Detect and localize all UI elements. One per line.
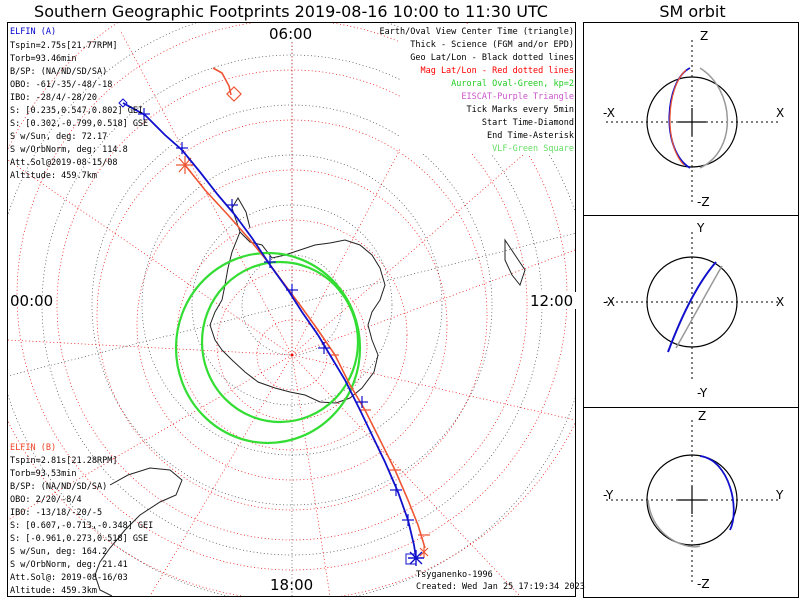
elfin-b-line: S: [-0.961,0.273,0.518] GSE bbox=[10, 534, 148, 544]
hour-label-top: 06:00 bbox=[269, 25, 312, 43]
sm-panel-yz: Z -Z -Y Y bbox=[603, 409, 784, 591]
elfin-b-line: Tspin=2.81s[21.28RPM] bbox=[10, 456, 117, 466]
sm2-right-label: X bbox=[776, 295, 784, 309]
elfin-a-line: S: [0.235,0.547,0.802] GEI bbox=[10, 106, 143, 116]
sm1-bottom-label: -Z bbox=[697, 195, 710, 209]
elfin-a-line: Altitude: 459.7km bbox=[10, 171, 97, 181]
hour-label-bottom: 18:00 bbox=[270, 576, 313, 594]
legend-item: Tick Marks every 5min bbox=[467, 105, 574, 115]
elfin-b-start-diamond bbox=[226, 86, 242, 102]
legend-item: Geo Lat/Lon - Black dotted lines bbox=[410, 53, 574, 63]
elfin-a-line: Tspin=2.75s[21.77RPM] bbox=[10, 41, 117, 51]
elfin-a-info: ELFIN (A) Tspin=2.75s[21.77RPM] Torb=93.… bbox=[10, 27, 148, 181]
legend-item: VLF-Green Square bbox=[492, 144, 574, 154]
elfin-b-line: Torb=93.53min bbox=[10, 469, 77, 479]
elfin-a-line: IBO: -28/4/-28/20 bbox=[10, 93, 97, 103]
legend-item: Start Time-Diamond bbox=[482, 118, 574, 128]
elfin-b-line: IBO: -13/18/-20/-5 bbox=[10, 508, 102, 518]
auroral-oval-inner bbox=[200, 260, 360, 424]
elfin-a-line: S w/OrbNorm, deg: 114.8 bbox=[10, 145, 128, 155]
elfin-b-line: OBO: 2/20/-8/4 bbox=[10, 495, 82, 505]
sm3-left-label: -Y bbox=[603, 488, 614, 502]
elfin-a-line: S: [0.302,-0.799,0.518] GSE bbox=[10, 119, 148, 129]
elfin-a-line: Att.Sol@2019-08-15/08 bbox=[10, 158, 117, 168]
elfin-b-info: ELFIN (B) Tspin=2.81s[21.28RPM] Torb=93.… bbox=[10, 443, 153, 596]
south-america-coastline bbox=[94, 467, 183, 596]
auroral-oval-outer bbox=[174, 251, 362, 445]
sm3-right-label: Y bbox=[775, 488, 784, 502]
elfin-a-line: OBO: -61/-35/-48/-18 bbox=[10, 80, 112, 90]
antarctic-peninsula bbox=[231, 197, 251, 233]
magnetic-pole bbox=[290, 353, 294, 357]
sm-panel-xz: Z -Z -X X bbox=[603, 29, 784, 209]
sm3-bottom-label: -Z bbox=[697, 577, 710, 591]
elfin-b-ticks bbox=[176, 156, 430, 536]
elfin-b-line: S w/Sun, deg: 164.2 bbox=[10, 547, 107, 557]
legend-item: End Time-Asterisk bbox=[487, 131, 574, 141]
elfin-a-title: ELFIN (A) bbox=[10, 27, 56, 37]
elfin-b-end-asterisk bbox=[419, 546, 429, 558]
legend-item: Earth/Oval View Center Time (triangle) bbox=[380, 27, 574, 37]
elfin-b-line: B/SP: (NA/ND/SD/SA) bbox=[10, 482, 107, 492]
elfin-a-ticks bbox=[138, 108, 414, 526]
sm2-top-label: Y bbox=[696, 221, 705, 235]
page-title: Southern Geographic Footprints 2019-08-1… bbox=[34, 2, 548, 21]
model-credit: Tsyganenko-1996 bbox=[416, 570, 493, 580]
sm3-top-label: Z bbox=[698, 409, 706, 423]
elfin-b-title: ELFIN (B) bbox=[10, 443, 56, 453]
elfin-b-line: Altitude: 459.3km bbox=[10, 586, 97, 596]
created-timestamp: Created: Wed Jan 25 17:19:34 2023 bbox=[416, 582, 585, 592]
elfin-a-end-box bbox=[405, 553, 417, 565]
hour-label-right: 12:00 bbox=[530, 292, 573, 310]
sm1-left-label: -X bbox=[603, 106, 615, 120]
hour-label-left: 00:00 bbox=[10, 292, 53, 310]
legend-item: Mag Lat/Lon - Red dotted lines bbox=[420, 66, 574, 76]
elfin-b-line: S: [0.607,-0.713,-0.348] GEI bbox=[10, 521, 153, 531]
elfin-b-line: Att.Sol@: 2019-08-16/03 bbox=[10, 573, 128, 583]
sm2-left-label: -X bbox=[603, 295, 615, 309]
sm-panel-xy: Y -Y -X X bbox=[603, 221, 784, 400]
sm2-bottom-label: -Y bbox=[697, 386, 708, 400]
elfin-a-track bbox=[122, 102, 417, 559]
legend-item: Thick - Science (FGM and/or EPD) bbox=[410, 40, 574, 50]
elfin-a-line: B/SP: (NA/ND/SD/SA) bbox=[10, 67, 107, 77]
hour-labels: 06:00 00:00 12:00 18:00 bbox=[10, 24, 576, 594]
legend-item: Auroral Oval-Green, kp=2 bbox=[451, 79, 574, 89]
elfin-a-line: S w/Sun, deg: 72.17 bbox=[10, 132, 107, 142]
new-zealand-coastline bbox=[504, 238, 526, 287]
sm1-top-label: Z bbox=[700, 29, 708, 43]
legend: Earth/Oval View Center Time (triangle) T… bbox=[380, 27, 574, 154]
elfin-a-start-diamond bbox=[118, 98, 128, 108]
sm-orbit-title: SM orbit bbox=[659, 2, 726, 21]
sm1-right-label: X bbox=[776, 106, 784, 120]
legend-item: EISCAT-Purple Triangle bbox=[461, 92, 574, 102]
elfin-a-line: Torb=93.46min bbox=[10, 54, 77, 64]
elfin-b-line: S w/OrbNorm, deg: 21.41 bbox=[10, 560, 128, 570]
antarctica-coastline bbox=[209, 231, 386, 404]
map-frame bbox=[7, 22, 576, 597]
sm-frame bbox=[583, 22, 799, 598]
